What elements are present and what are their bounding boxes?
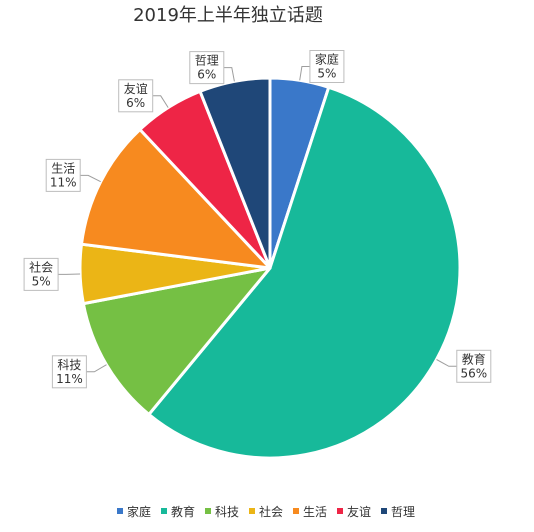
legend-item-1[interactable]: 家庭 xyxy=(117,504,151,519)
legend-swatch xyxy=(117,508,123,514)
slice-label-box xyxy=(118,79,154,113)
legend-swatch xyxy=(161,508,167,514)
slice-label-percent: 6% xyxy=(197,68,216,82)
legend-label: 家庭 xyxy=(127,504,151,519)
slice-label-box xyxy=(456,349,492,383)
legend-label: 生活 xyxy=(303,505,327,519)
slice-label-category: 教育 xyxy=(462,351,486,366)
legend-item-5[interactable]: 生活 xyxy=(293,505,327,519)
label-leader-line xyxy=(299,66,310,81)
legend-label: 哲理 xyxy=(391,505,415,519)
slice-label-percent: 56% xyxy=(460,366,487,380)
slice-label-category: 家庭 xyxy=(315,52,339,67)
chart-title: 2019年上半年独立话题 xyxy=(133,5,323,26)
legend-swatch xyxy=(205,508,211,514)
slice-label-box xyxy=(23,257,59,291)
pie-slice-2[interactable] xyxy=(147,85,462,460)
slice-label-percent: 5% xyxy=(317,67,336,81)
slice-label-category: 友谊 xyxy=(124,81,148,96)
slice-label-percent: 11% xyxy=(50,175,77,189)
legend-swatch xyxy=(293,508,299,514)
label-leader-line xyxy=(223,67,235,82)
slice-label-box xyxy=(309,50,345,83)
legend-swatch xyxy=(249,508,255,514)
legend-label: 科技 xyxy=(215,505,239,519)
legend-item-3[interactable]: 科技 xyxy=(205,505,239,519)
slice-label-box xyxy=(45,158,81,192)
pie-slice-5[interactable] xyxy=(80,128,272,270)
pie-slices xyxy=(78,76,462,460)
legend-item-4[interactable]: 社会 xyxy=(249,504,283,519)
legend: 家庭 教育 科技 社会 生活 友谊 哲理 xyxy=(117,504,415,519)
legend-label: 社会 xyxy=(259,504,283,519)
slice-label-box xyxy=(51,355,87,389)
pie-slice-7[interactable] xyxy=(198,76,272,270)
slice-label-percent: 11% xyxy=(56,372,83,386)
slice-label-box xyxy=(189,51,225,85)
slice-label-category: 生活 xyxy=(51,161,75,175)
slice-label-category: 科技 xyxy=(57,358,81,372)
legend-swatch xyxy=(381,508,387,514)
label-leader-line xyxy=(436,359,457,367)
slice-label-category: 社会 xyxy=(29,259,53,274)
slice-label-category: 哲理 xyxy=(195,54,219,68)
legend-swatch xyxy=(337,508,343,514)
legend-item-2[interactable]: 教育 xyxy=(161,504,195,519)
slice-label-percent: 5% xyxy=(32,274,51,288)
legend-label: 教育 xyxy=(171,504,195,519)
legend-item-6[interactable]: 友谊 xyxy=(337,504,371,519)
label-leader-line xyxy=(80,174,101,183)
label-leader-line xyxy=(86,364,107,373)
label-leader-line xyxy=(152,95,169,108)
slice-label-percent: 6% xyxy=(126,96,145,110)
legend-item-7[interactable]: 哲理 xyxy=(381,505,415,519)
legend-label: 友谊 xyxy=(347,504,371,519)
